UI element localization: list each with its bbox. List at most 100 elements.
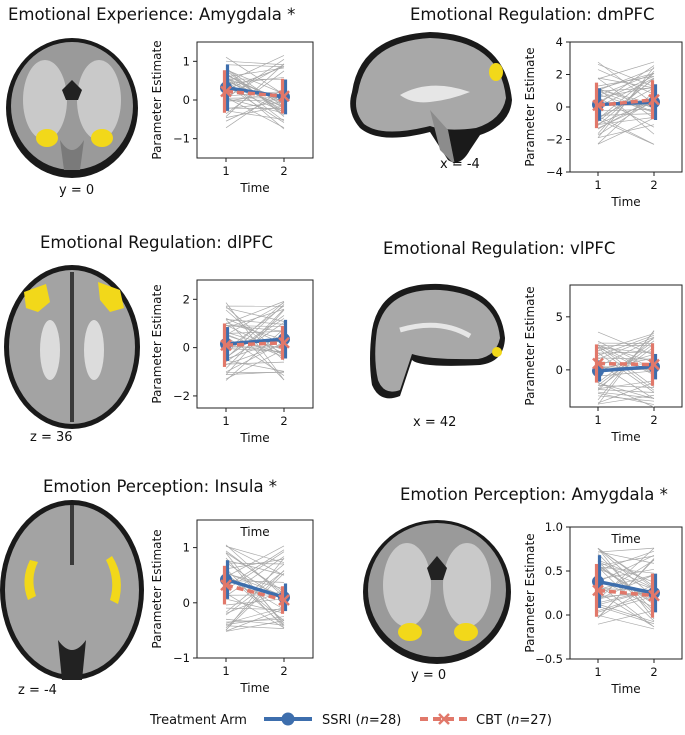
subject-line [225, 64, 285, 68]
subject-line [225, 616, 285, 625]
y-tick-label: 0 [556, 100, 563, 114]
series-line [225, 337, 285, 346]
subject-line [597, 394, 655, 405]
subject-line [597, 73, 655, 120]
legend-title: Treatment Arm [149, 713, 247, 728]
series-cbt [592, 80, 660, 129]
x-axis-label: Time [239, 431, 269, 445]
x-tick-label: 1 [594, 178, 601, 192]
subject-line [597, 61, 655, 80]
y-axis-label: Parameter Estimate [150, 40, 164, 159]
chart-1: −1 0 1 1 2 Time Parameter Estimate [150, 40, 314, 195]
x-tick-label: 2 [650, 665, 657, 679]
subject-line [597, 568, 655, 580]
chart-6: −0.5 0.0 0.5 1.0 1 2 Time Parameter Estimate Tim… [523, 520, 683, 696]
subject-line [225, 330, 285, 334]
subject-line [597, 553, 655, 612]
brain-image-axial-5 [0, 500, 144, 680]
activation-blob-left [24, 284, 50, 312]
data-point [220, 85, 232, 98]
legend-cbt-label: CBT (n=27) [476, 713, 552, 728]
subject-line [225, 60, 285, 66]
y-tick-label: −1 [173, 132, 190, 146]
subject-line [225, 318, 285, 358]
x-tick-label: 2 [280, 164, 287, 178]
series-line [225, 341, 285, 347]
subject-line [597, 385, 655, 388]
subject-line [225, 598, 285, 606]
coord-label-1: y = 0 [59, 183, 94, 198]
subject-line [225, 301, 285, 325]
subject-line [597, 551, 655, 564]
brain-image-coronal-6 [363, 520, 511, 664]
plot-frame [569, 526, 683, 660]
panel-title-5: Emotion Perception: Insula * [43, 477, 277, 496]
series-line [225, 89, 285, 98]
y-axis-label: Parameter Estimate [523, 47, 537, 166]
data-point [592, 99, 604, 112]
subject-lines [225, 544, 285, 632]
y-axis-label: Parameter Estimate [523, 533, 537, 652]
subject-line [597, 87, 655, 92]
activation-blob-right [91, 129, 113, 147]
y-tick-label: −0.5 [535, 652, 563, 666]
subject-line [225, 598, 285, 614]
data-point [278, 336, 290, 349]
chart-5: −1 0 1 1 2 Time Parameter Estimate Time [150, 519, 314, 695]
subject-line [225, 607, 285, 610]
subject-line [225, 105, 285, 118]
y-tick-label: 5 [556, 310, 563, 324]
series-cbt [220, 565, 290, 614]
x-tick-label: 2 [650, 178, 657, 192]
subject-line [597, 603, 655, 623]
subject-line [597, 351, 655, 354]
activation-blob-right [454, 623, 478, 641]
data-point [278, 594, 290, 606]
subject-line [597, 395, 655, 402]
chart-annotation: Time [610, 532, 640, 546]
chart-4: 0 5 1 2 Time Parameter Estimate [523, 284, 683, 444]
subject-line [597, 566, 655, 574]
subject-line [597, 75, 655, 87]
subject-line [597, 115, 655, 145]
y-tick-label: 2 [183, 292, 190, 306]
y-tick-label: −2 [173, 389, 190, 403]
x-tick-label: 2 [280, 414, 287, 428]
x-axis-label: Time [239, 181, 269, 195]
brain-image-coronal-1 [6, 38, 138, 178]
y-tick-label: 0 [183, 596, 190, 610]
subject-line [225, 66, 285, 90]
subject-lines [225, 301, 285, 381]
subject-line [225, 361, 285, 365]
y-axis-label: Parameter Estimate [150, 529, 164, 648]
subject-line [225, 91, 285, 102]
subject-line [597, 78, 655, 119]
coord-label-4: x = 42 [413, 415, 456, 430]
subject-line [597, 610, 655, 625]
panel-title-6: Emotion Perception: Amygdala * [400, 485, 668, 504]
subject-line [597, 561, 655, 589]
subject-line [225, 620, 285, 632]
subject-line [225, 308, 285, 329]
activation-blob [492, 347, 502, 357]
data-point [592, 584, 604, 597]
subject-line [597, 614, 655, 630]
x-tick-label: 2 [650, 413, 657, 427]
legend-cbt-marker [438, 713, 450, 725]
subject-line [597, 61, 655, 105]
coord-label-2: x = -4 [440, 157, 480, 172]
y-tick-label: 1.0 [545, 520, 563, 534]
y-tick-label: 0 [183, 93, 190, 107]
subject-line [225, 77, 285, 85]
subject-line [597, 595, 655, 613]
subject-line [225, 67, 285, 78]
subject-line [225, 550, 285, 595]
subject-line [597, 370, 655, 377]
legend-ssri-marker [281, 712, 295, 726]
y-tick-label: 1 [183, 541, 190, 555]
subject-line [225, 309, 285, 361]
panel-title-4: Emotional Regulation: vlPFC [383, 239, 615, 258]
data-point [648, 358, 660, 371]
subject-line [597, 382, 655, 404]
subject-line [597, 559, 655, 596]
